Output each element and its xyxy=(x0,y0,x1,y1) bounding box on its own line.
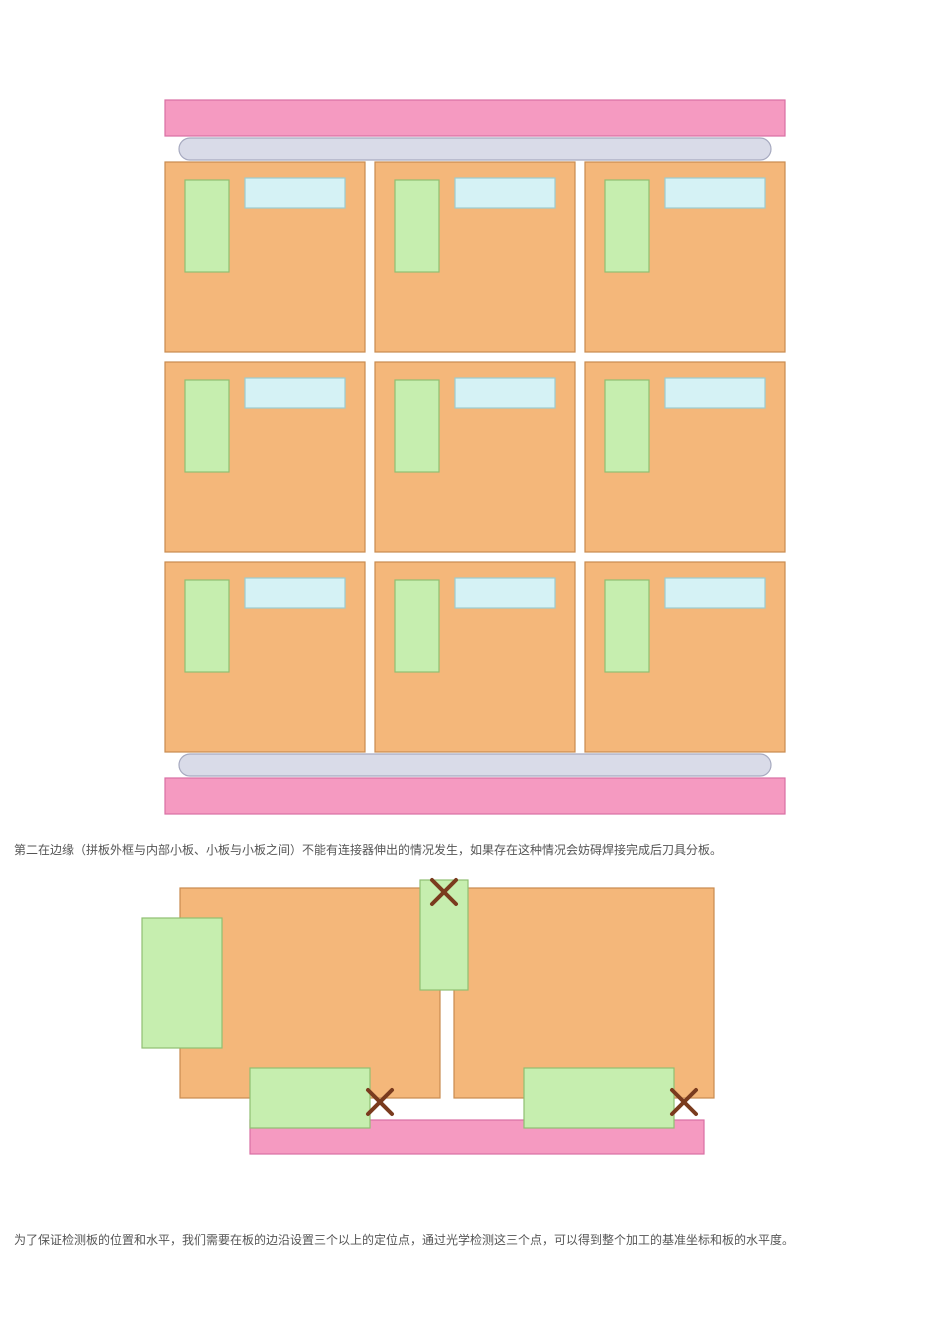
component-cyan xyxy=(455,578,555,608)
connector-left xyxy=(142,918,222,1048)
component-green xyxy=(605,180,649,272)
component-green xyxy=(395,580,439,672)
bottom-guide-rail xyxy=(179,754,771,776)
component-cyan xyxy=(245,578,345,608)
panel-right xyxy=(454,888,714,1098)
component-green xyxy=(185,180,229,272)
caption-1: 第二在边缘（拼板外框与内部小板、小板与小板之间）不能有连接器伸出的情况发生，如果… xyxy=(0,834,950,868)
component-green xyxy=(605,380,649,472)
connector-top xyxy=(420,880,468,990)
component-green xyxy=(395,180,439,272)
component-cyan xyxy=(665,578,765,608)
component-green xyxy=(605,580,649,672)
connector-bottom-left xyxy=(250,1068,370,1128)
top-guide-rail xyxy=(179,138,771,160)
top-rail-bar xyxy=(165,100,785,136)
caption-2: 为了保证检测板的位置和水平，我们需要在板的边沿设置三个以上的定位点，通过光学检测… xyxy=(0,1224,950,1258)
component-cyan xyxy=(665,178,765,208)
component-cyan xyxy=(455,178,555,208)
component-cyan xyxy=(665,378,765,408)
component-cyan xyxy=(245,378,345,408)
connector-bottom-right xyxy=(524,1068,674,1128)
connector-protrusion-diagram xyxy=(0,868,950,1184)
component-green xyxy=(185,380,229,472)
component-green xyxy=(185,580,229,672)
component-cyan xyxy=(455,378,555,408)
panel-array-diagram xyxy=(0,0,950,834)
bottom-rail-bar xyxy=(165,778,785,814)
component-green xyxy=(395,380,439,472)
component-cyan xyxy=(245,178,345,208)
